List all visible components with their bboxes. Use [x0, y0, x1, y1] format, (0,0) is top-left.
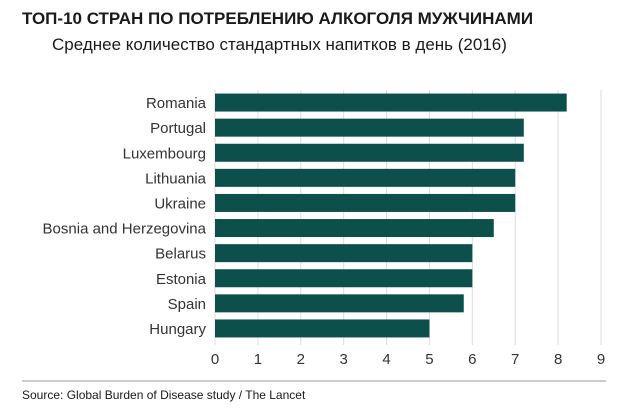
bar-estonia [215, 269, 473, 288]
x-tick-labels: 0 1 2 3 4 5 6 7 8 9 [211, 351, 605, 368]
category-label: Belarus [155, 246, 206, 263]
category-labels: Romania Portugal Luxembourg Lithuania Ukrain… [43, 95, 207, 338]
bar-ukraine [215, 193, 516, 212]
x-tick-label: 5 [425, 351, 433, 368]
bar-hungary [215, 319, 430, 338]
x-tick-label: 0 [211, 351, 219, 368]
category-label: Romania [146, 95, 207, 112]
category-label: Lithuania [145, 170, 207, 187]
bar-romania [215, 93, 567, 112]
category-label: Spain [168, 296, 206, 313]
x-tick-label: 1 [254, 351, 262, 368]
x-tick-label: 7 [511, 351, 519, 368]
category-label: Estonia [156, 271, 207, 288]
category-label: Luxembourg [123, 145, 206, 162]
x-tick-label: 2 [297, 351, 305, 368]
source-note: Source: Global Burden of Disease study /… [22, 388, 306, 402]
x-tick-label: 8 [554, 351, 562, 368]
bar-luxembourg [215, 143, 524, 162]
bar-belarus [215, 244, 473, 263]
bars [215, 93, 567, 338]
x-tick-label: 3 [339, 351, 347, 368]
x-tick-label: 9 [597, 351, 605, 368]
chart-title: ТОП-10 СТРАН ПО ПОТРЕБЛЕНИЮ АЛКОГОЛЯ МУЖ… [22, 9, 534, 28]
x-tick-label: 4 [382, 351, 390, 368]
bar-lithuania [215, 168, 516, 187]
chart-subtitle: Среднее количество стандартных напитков … [52, 35, 507, 54]
category-label: Portugal [150, 120, 206, 137]
category-label: Bosnia and Herzegovina [43, 221, 207, 238]
bar-portugal [215, 118, 524, 137]
bar-spain [215, 294, 464, 313]
category-label: Hungary [149, 321, 206, 338]
category-label: Ukraine [154, 195, 206, 212]
bar-bosnia-and-herzegovina [215, 219, 494, 238]
x-tick-label: 6 [468, 351, 476, 368]
